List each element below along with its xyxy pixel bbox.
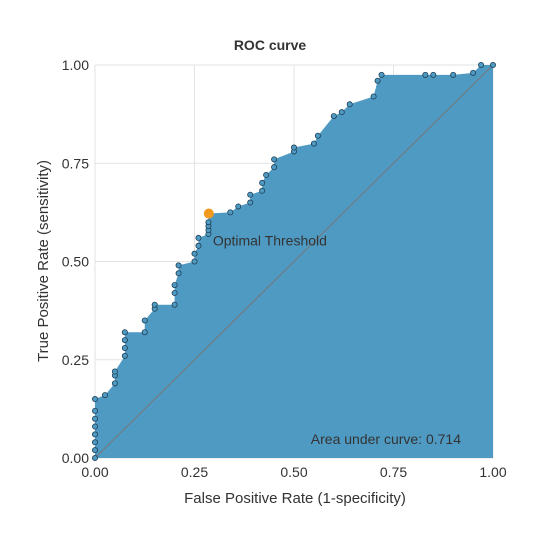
roc-point xyxy=(92,431,99,438)
roc-point xyxy=(247,199,254,206)
x-tick-label: 0.25 xyxy=(181,464,208,480)
auc-label: Area under curve: 0.714 xyxy=(311,431,461,447)
roc-point xyxy=(175,270,182,277)
roc-point xyxy=(338,109,345,116)
chart-title: ROC curve xyxy=(234,37,307,53)
roc-point xyxy=(310,140,317,147)
chance-diagonal xyxy=(94,64,494,459)
roc-point xyxy=(195,234,202,241)
roc-point xyxy=(195,242,202,249)
roc-point xyxy=(378,71,385,78)
y-tick-label: 1.00 xyxy=(62,57,89,73)
y-tick-label: 0.00 xyxy=(62,450,89,466)
roc-point xyxy=(470,69,477,76)
diagonal-layer xyxy=(94,64,494,459)
roc-point xyxy=(121,329,128,336)
roc-point xyxy=(92,396,99,403)
roc-point xyxy=(92,423,99,430)
x-tick-label: 0.50 xyxy=(280,464,307,480)
x-tick-label: 0.75 xyxy=(380,464,407,480)
roc-point xyxy=(263,172,270,179)
y-tick-label: 0.25 xyxy=(62,352,89,368)
x-axis-label: False Positive Rate (1-specificity) xyxy=(184,490,406,507)
roc-point xyxy=(92,407,99,414)
roc-point xyxy=(235,203,242,210)
roc-point xyxy=(259,187,266,194)
roc-point xyxy=(370,93,377,100)
y-tick-label: 0.75 xyxy=(62,155,89,171)
roc-point xyxy=(247,191,254,198)
roc-point xyxy=(141,329,148,336)
roc-points xyxy=(92,62,496,461)
x-tick-label: 0.00 xyxy=(81,464,108,480)
roc-point xyxy=(422,71,429,78)
roc-point xyxy=(171,282,178,289)
optimal-threshold-point xyxy=(203,208,214,219)
roc-point xyxy=(489,62,496,69)
roc-point xyxy=(111,380,118,387)
roc-point xyxy=(314,132,321,139)
roc-point xyxy=(141,317,148,324)
optimal-threshold-label: Optimal Threshold xyxy=(213,233,327,249)
roc-point xyxy=(171,301,178,308)
roc-point xyxy=(92,454,99,461)
roc-point xyxy=(92,415,99,422)
roc-point xyxy=(191,250,198,257)
roc-point xyxy=(175,262,182,269)
roc-point xyxy=(374,77,381,84)
roc-point xyxy=(151,301,158,308)
roc-point xyxy=(92,447,99,454)
roc-point xyxy=(290,144,297,151)
roc-point xyxy=(101,392,108,399)
roc-point xyxy=(121,352,128,359)
roc-point xyxy=(430,71,437,78)
y-axis-label: True Positive Rate (sensitivity) xyxy=(35,160,52,362)
roc-point xyxy=(271,156,278,163)
roc-point xyxy=(191,258,198,265)
roc-point xyxy=(330,113,337,120)
roc-point xyxy=(205,219,212,226)
x-tick-label: 1.00 xyxy=(479,464,506,480)
roc-point xyxy=(346,101,353,108)
tick-labels: 0.00 0.25 0.50 0.75 1.00 0.00 0.25 0.50 0.75 1.00 xyxy=(62,57,507,480)
roc-point xyxy=(227,209,234,216)
roc-point xyxy=(121,344,128,351)
roc-point xyxy=(259,179,266,186)
roc-point xyxy=(271,164,278,171)
roc-point xyxy=(92,439,99,446)
roc-point xyxy=(478,62,485,69)
roc-point xyxy=(121,337,128,344)
y-tick-label: 0.50 xyxy=(62,254,89,270)
roc-point xyxy=(450,71,457,78)
roc-point xyxy=(111,368,118,375)
roc-point xyxy=(171,289,178,296)
